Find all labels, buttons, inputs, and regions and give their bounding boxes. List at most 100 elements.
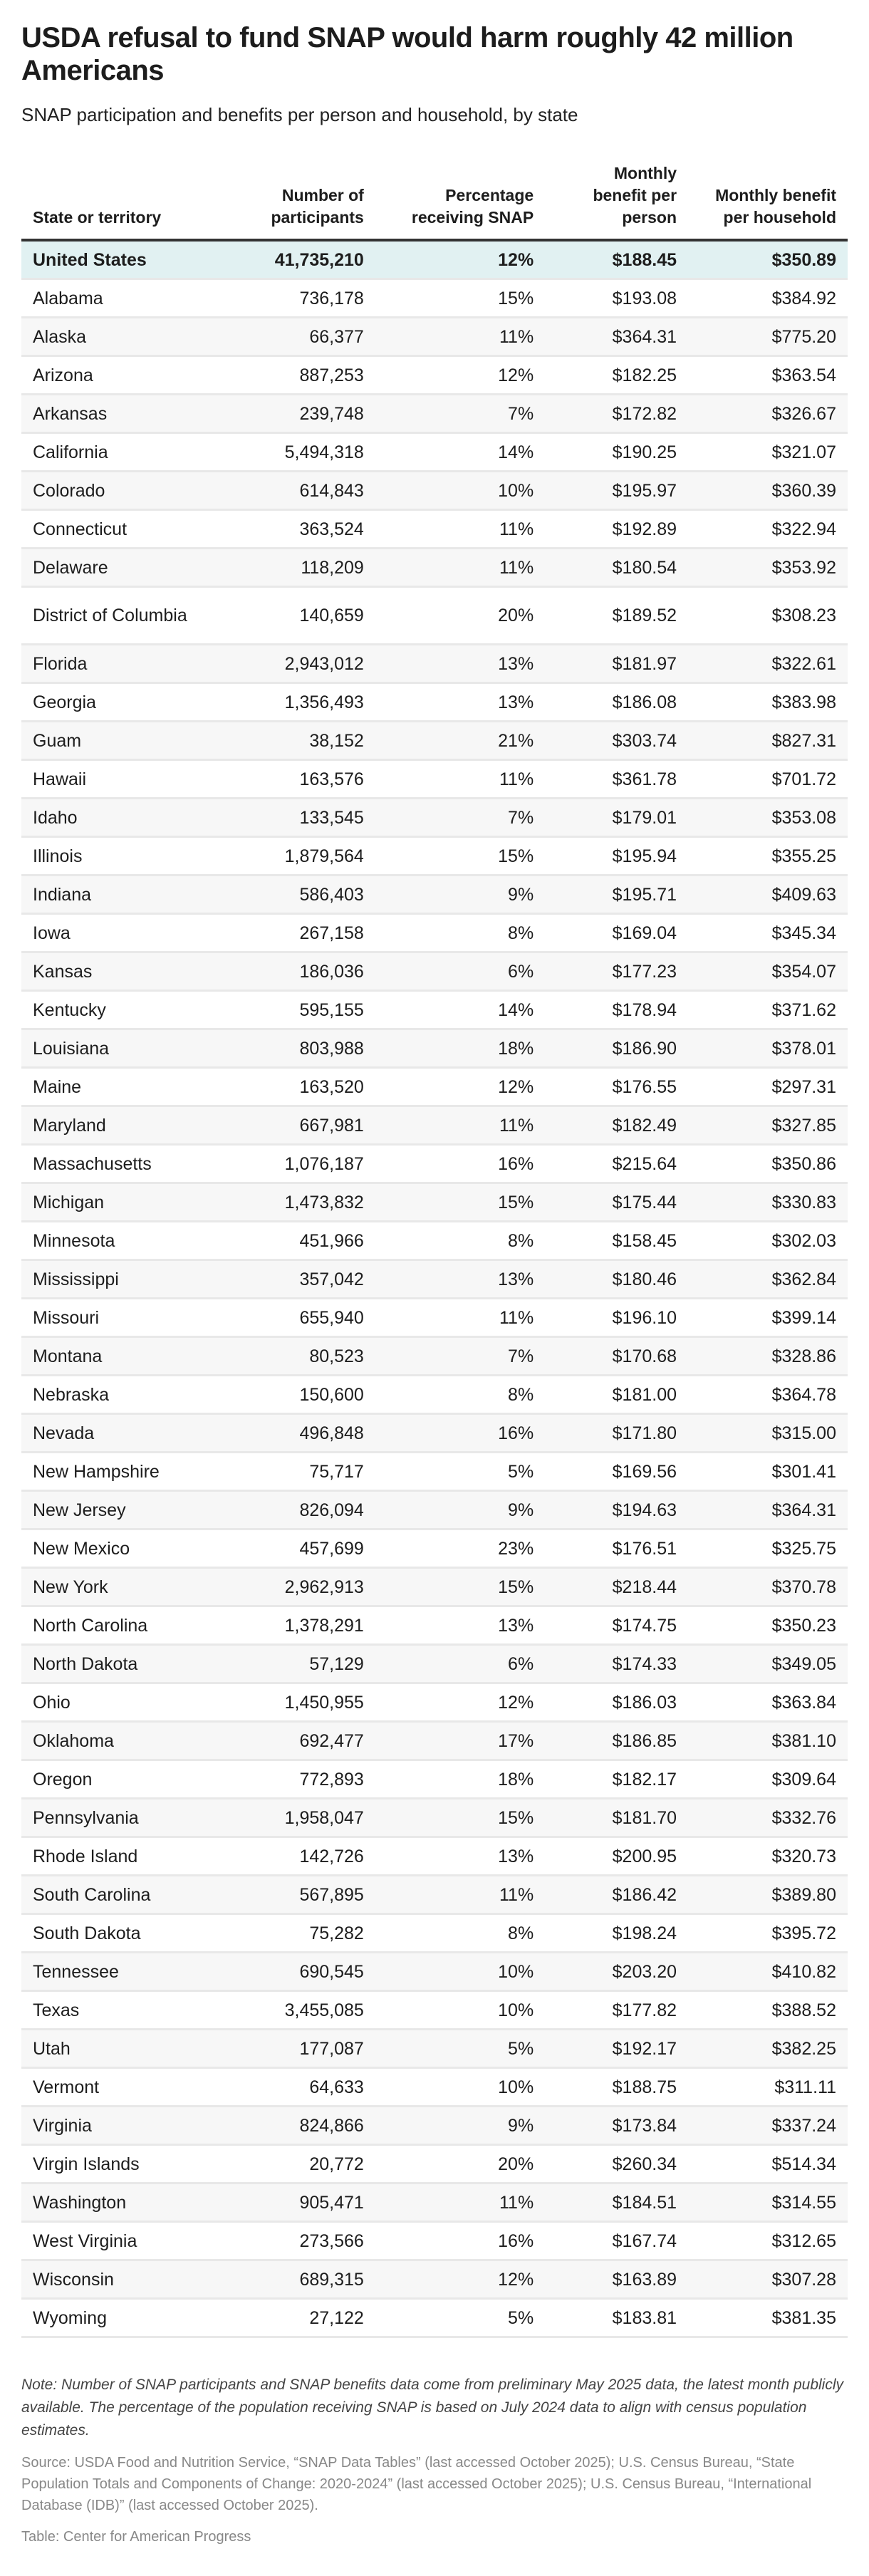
cell-benefit-per-person: $184.51 bbox=[545, 2183, 689, 2223]
cell-state: Louisiana bbox=[21, 1029, 217, 1069]
table-row: New York 2,962,913 15% $218.44 $370.78 bbox=[21, 1567, 848, 1607]
cell-participants: 5,494,318 bbox=[216, 432, 375, 472]
cell-benefit-per-household: $362.84 bbox=[688, 1260, 848, 1299]
cell-state: Virgin Islands bbox=[21, 2144, 217, 2184]
cell-state: Arizona bbox=[21, 355, 217, 395]
cell-participants: 163,520 bbox=[216, 1067, 375, 1107]
cell-participants: 142,726 bbox=[216, 1837, 375, 1876]
cell-benefit-per-household: $378.01 bbox=[688, 1029, 848, 1069]
cell-participants: 614,843 bbox=[216, 471, 375, 511]
cell-state: Idaho bbox=[21, 798, 217, 838]
cell-percentage: 11% bbox=[375, 1298, 546, 1338]
cell-state: Kentucky bbox=[21, 990, 217, 1030]
cell-participants: 186,036 bbox=[216, 952, 375, 992]
cell-percentage: 12% bbox=[375, 1683, 546, 1723]
cell-percentage: 20% bbox=[375, 2144, 546, 2184]
cell-state: California bbox=[21, 432, 217, 472]
cell-benefit-per-household: $383.98 bbox=[688, 682, 848, 722]
cell-state: New Hampshire bbox=[21, 1452, 217, 1492]
cell-percentage: 7% bbox=[375, 798, 546, 838]
cell-state: Arkansas bbox=[21, 394, 217, 434]
cell-percentage: 6% bbox=[375, 1644, 546, 1684]
header-percentage: Percentage receiving SNAP bbox=[411, 186, 534, 227]
cell-percentage: 11% bbox=[375, 2183, 546, 2223]
table-row: Maryland 667,981 11% $182.49 $327.85 bbox=[21, 1106, 848, 1146]
cell-benefit-per-household: $322.94 bbox=[688, 509, 848, 549]
table-row: Massachusetts 1,076,187 16% $215.64 $350.86 bbox=[21, 1144, 848, 1184]
cell-percentage: 18% bbox=[375, 1029, 546, 1069]
cell-benefit-per-household: $350.89 bbox=[688, 240, 848, 280]
cell-benefit-per-person: $172.82 bbox=[545, 394, 689, 434]
cell-percentage: 11% bbox=[375, 548, 546, 588]
header-benefit-per-person: Monthly benefit per person bbox=[593, 164, 677, 227]
cell-participants: 1,450,955 bbox=[216, 1683, 375, 1723]
cell-benefit-per-household: $395.72 bbox=[688, 1913, 848, 1953]
cell-benefit-per-person: $218.44 bbox=[545, 1567, 689, 1607]
cell-benefit-per-person: $181.97 bbox=[545, 644, 689, 684]
cell-state: Texas bbox=[21, 1990, 217, 2030]
cell-participants: 80,523 bbox=[216, 1336, 375, 1376]
table-row: West Virginia 273,566 16% $167.74 $312.65 bbox=[21, 2221, 848, 2261]
cell-state: New York bbox=[21, 1567, 217, 1607]
cell-benefit-per-person: $177.23 bbox=[545, 952, 689, 992]
table-row: Hawaii 163,576 11% $361.78 $701.72 bbox=[21, 759, 848, 799]
cell-state: Alaska bbox=[21, 317, 217, 357]
table-row: Ohio 1,450,955 12% $186.03 $363.84 bbox=[21, 1683, 848, 1723]
cell-participants: 177,087 bbox=[216, 2029, 375, 2069]
table-row: Pennsylvania 1,958,047 15% $181.70 $332.76 bbox=[21, 1798, 848, 1838]
cell-participants: 140,659 bbox=[216, 586, 375, 645]
table-row: District of Columbia 140,659 20% $189.52 $30… bbox=[21, 586, 848, 645]
cell-participants: 2,943,012 bbox=[216, 644, 375, 684]
cell-percentage: 15% bbox=[375, 1567, 546, 1607]
cell-percentage: 12% bbox=[375, 240, 546, 280]
cell-state: Georgia bbox=[21, 682, 217, 722]
cell-benefit-per-person: $186.90 bbox=[545, 1029, 689, 1069]
cell-state: Tennessee bbox=[21, 1952, 217, 1992]
table-row: Colorado 614,843 10% $195.97 $360.39 bbox=[21, 471, 848, 511]
table-row: Minnesota 451,966 8% $158.45 $302.03 bbox=[21, 1221, 848, 1261]
cell-percentage: 7% bbox=[375, 394, 546, 434]
table-row: Alabama 736,178 15% $193.08 $384.92 bbox=[21, 279, 848, 318]
table-row: Nevada 496,848 16% $171.80 $315.00 bbox=[21, 1413, 848, 1453]
cell-state: South Carolina bbox=[21, 1875, 217, 1915]
cell-benefit-per-person: $188.75 bbox=[545, 2067, 689, 2107]
cell-percentage: 10% bbox=[375, 2067, 546, 2107]
table-row: New Hampshire 75,717 5% $169.56 $301.41 bbox=[21, 1452, 848, 1492]
cell-state: Wisconsin bbox=[21, 2260, 217, 2300]
cell-benefit-per-person: $192.17 bbox=[545, 2029, 689, 2069]
table-row: Wisconsin 689,315 12% $163.89 $307.28 bbox=[21, 2260, 848, 2300]
cell-benefit-per-person: $169.04 bbox=[545, 913, 689, 953]
cell-participants: 692,477 bbox=[216, 1721, 375, 1761]
table-row: California 5,494,318 14% $190.25 $321.07 bbox=[21, 432, 848, 472]
cell-percentage: 15% bbox=[375, 836, 546, 876]
cell-percentage: 9% bbox=[375, 2106, 546, 2146]
cell-benefit-per-person: $176.51 bbox=[545, 1529, 689, 1569]
cell-state: Massachusetts bbox=[21, 1144, 217, 1184]
cell-percentage: 12% bbox=[375, 355, 546, 395]
cell-state: Indiana bbox=[21, 875, 217, 915]
cell-benefit-per-household: $701.72 bbox=[688, 759, 848, 799]
cell-benefit-per-person: $174.75 bbox=[545, 1606, 689, 1646]
cell-percentage: 13% bbox=[375, 1606, 546, 1646]
cell-benefit-per-household: $364.78 bbox=[688, 1375, 848, 1415]
cell-benefit-per-household: $370.78 bbox=[688, 1567, 848, 1607]
cell-state: Iowa bbox=[21, 913, 217, 953]
cell-benefit-per-household: $320.73 bbox=[688, 1837, 848, 1876]
table-row: Michigan 1,473,832 15% $175.44 $330.83 bbox=[21, 1183, 848, 1222]
table-row: Washington 905,471 11% $184.51 $314.55 bbox=[21, 2183, 848, 2223]
cell-state: Oklahoma bbox=[21, 1721, 217, 1761]
cell-benefit-per-person: $158.45 bbox=[545, 1221, 689, 1261]
cell-state: Oregon bbox=[21, 1760, 217, 1799]
cell-participants: 1,879,564 bbox=[216, 836, 375, 876]
cell-state: West Virginia bbox=[21, 2221, 217, 2261]
cell-benefit-per-household: $353.08 bbox=[688, 798, 848, 838]
cell-benefit-per-person: $189.52 bbox=[545, 586, 689, 645]
cell-percentage: 10% bbox=[375, 1990, 546, 2030]
cell-benefit-per-person: $178.94 bbox=[545, 990, 689, 1030]
cell-benefit-per-household: $321.07 bbox=[688, 432, 848, 472]
cell-percentage: 13% bbox=[375, 1837, 546, 1876]
table-row: South Dakota 75,282 8% $198.24 $395.72 bbox=[21, 1913, 848, 1953]
source-text: Source: USDA Food and Nutrition Service,… bbox=[21, 2455, 812, 2513]
cell-benefit-per-person: $176.55 bbox=[545, 1067, 689, 1107]
cell-percentage: 13% bbox=[375, 682, 546, 722]
